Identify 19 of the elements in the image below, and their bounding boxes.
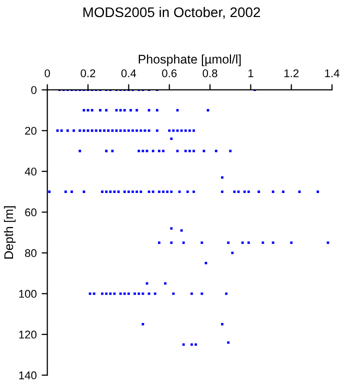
chart-title: MODS2005 in October, 2002 [83, 6, 260, 19]
y-tick-label: 80 [25, 249, 36, 258]
y-tick-label: 120 [19, 330, 36, 339]
x-tick-label: 0.2 [80, 69, 96, 78]
y-tick-label: 60 [25, 208, 36, 216]
x-tick-label: 0 [44, 69, 50, 78]
x-tick-label: 1.2 [284, 69, 299, 78]
y-axis-title: Depth [m] [4, 206, 16, 259]
y-tick-label: 100 [19, 290, 36, 298]
x-axis-title: Phosphate [µmol/l] [138, 54, 241, 66]
x-tick-label: 0.8 [202, 69, 218, 78]
x-tick-label: 0.4 [121, 69, 136, 78]
x-tick-label: 1.4 [325, 69, 340, 78]
x-tick-label: 0.6 [162, 69, 177, 78]
y-tick-label: 140 [19, 371, 36, 380]
y-tick-label: 0 [31, 86, 36, 94]
x-tick-label: 1 [248, 69, 254, 78]
y-tick-label: 20 [25, 126, 36, 135]
y-tick-label: 40 [24, 168, 36, 176]
